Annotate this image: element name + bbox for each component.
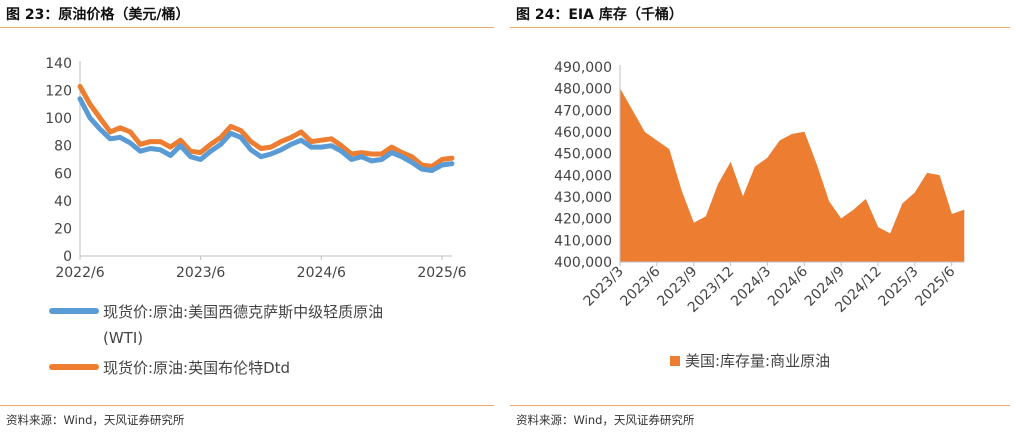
y-tick-label: 40: [54, 194, 72, 210]
figure-title: 图 23：原油价格（美元/桶）: [6, 7, 190, 23]
y-tick-label: 140: [45, 56, 72, 72]
top-rule: [0, 27, 494, 28]
bottom-rule: [510, 405, 1010, 406]
bottom-rule: [0, 405, 494, 406]
x-tick-label: 2023/6: [618, 263, 664, 309]
x-tick-label: 2024/3: [728, 264, 774, 310]
y-tick-label: 80: [54, 139, 72, 155]
y-tick-label: 420,000: [554, 212, 612, 228]
figure-title: 图 24：EIA 库存（千桶）: [516, 7, 683, 23]
series-line-brent: [77, 83, 455, 169]
top-rule: [510, 27, 1010, 28]
series-line-wti: [77, 96, 455, 173]
legend-swatch-inventory: [670, 356, 680, 366]
x-tick-label: 2024/6: [765, 263, 811, 309]
y-tick-label: 120: [45, 84, 72, 100]
y-tick-label: 100: [45, 111, 72, 127]
legend-label: (WTI): [103, 329, 143, 347]
eia-inventory-chart: 400,000 410,000 420,000 430,000 440,000 450,0…: [554, 60, 965, 370]
inventory-area: [619, 87, 965, 263]
source-note: 资料来源：Wind，天风证券研究所: [516, 413, 695, 427]
legend-label: 现货价:原油:美国西德克萨斯中级轻质原油: [103, 303, 383, 321]
y-tick-label: 60: [54, 166, 72, 182]
y-tick-label: 440,000: [554, 168, 612, 184]
x-tick-label: 2025/3: [876, 264, 922, 310]
y-tick-label: 0: [63, 249, 72, 265]
y-tick-label: 20: [54, 221, 72, 237]
y-tick-label: 400,000: [554, 255, 612, 271]
y-tick-label: 430,000: [554, 190, 612, 206]
y-tick-label: 490,000: [554, 60, 612, 76]
oil-price-figure: 图 23：原油价格（美元/桶） 0 20 40 60 80 100 120 140 2022/6…: [0, 0, 500, 434]
y-tick-label: 470,000: [554, 103, 612, 119]
x-tick-label: 2025/6: [417, 265, 466, 281]
y-tick-label: 460,000: [554, 125, 612, 141]
eia-inventory-figure: 图 24：EIA 库存（千桶） 400,000 410,000 420,000 430…: [510, 0, 1016, 434]
x-tick-label: 2022/6: [55, 265, 104, 281]
legend-label: 现货价:原油:英国布伦特Dtd: [103, 359, 290, 377]
y-tick-label: 450,000: [554, 147, 612, 163]
legend-label: 美国:库存量:商业原油: [685, 352, 830, 370]
y-tick-label: 410,000: [554, 233, 612, 249]
source-note: 资料来源：Wind，天风证券研究所: [6, 413, 185, 427]
y-tick-label: 480,000: [554, 82, 612, 98]
x-tick-label: 2023/6: [176, 265, 225, 281]
oil-price-chart: 0 20 40 60 80 100 120 140 2022/6 2023/6 2024/6 2025…: [45, 56, 466, 377]
x-tick-label: 2025/6: [912, 263, 958, 309]
x-tick-label: 2024/6: [297, 265, 346, 281]
